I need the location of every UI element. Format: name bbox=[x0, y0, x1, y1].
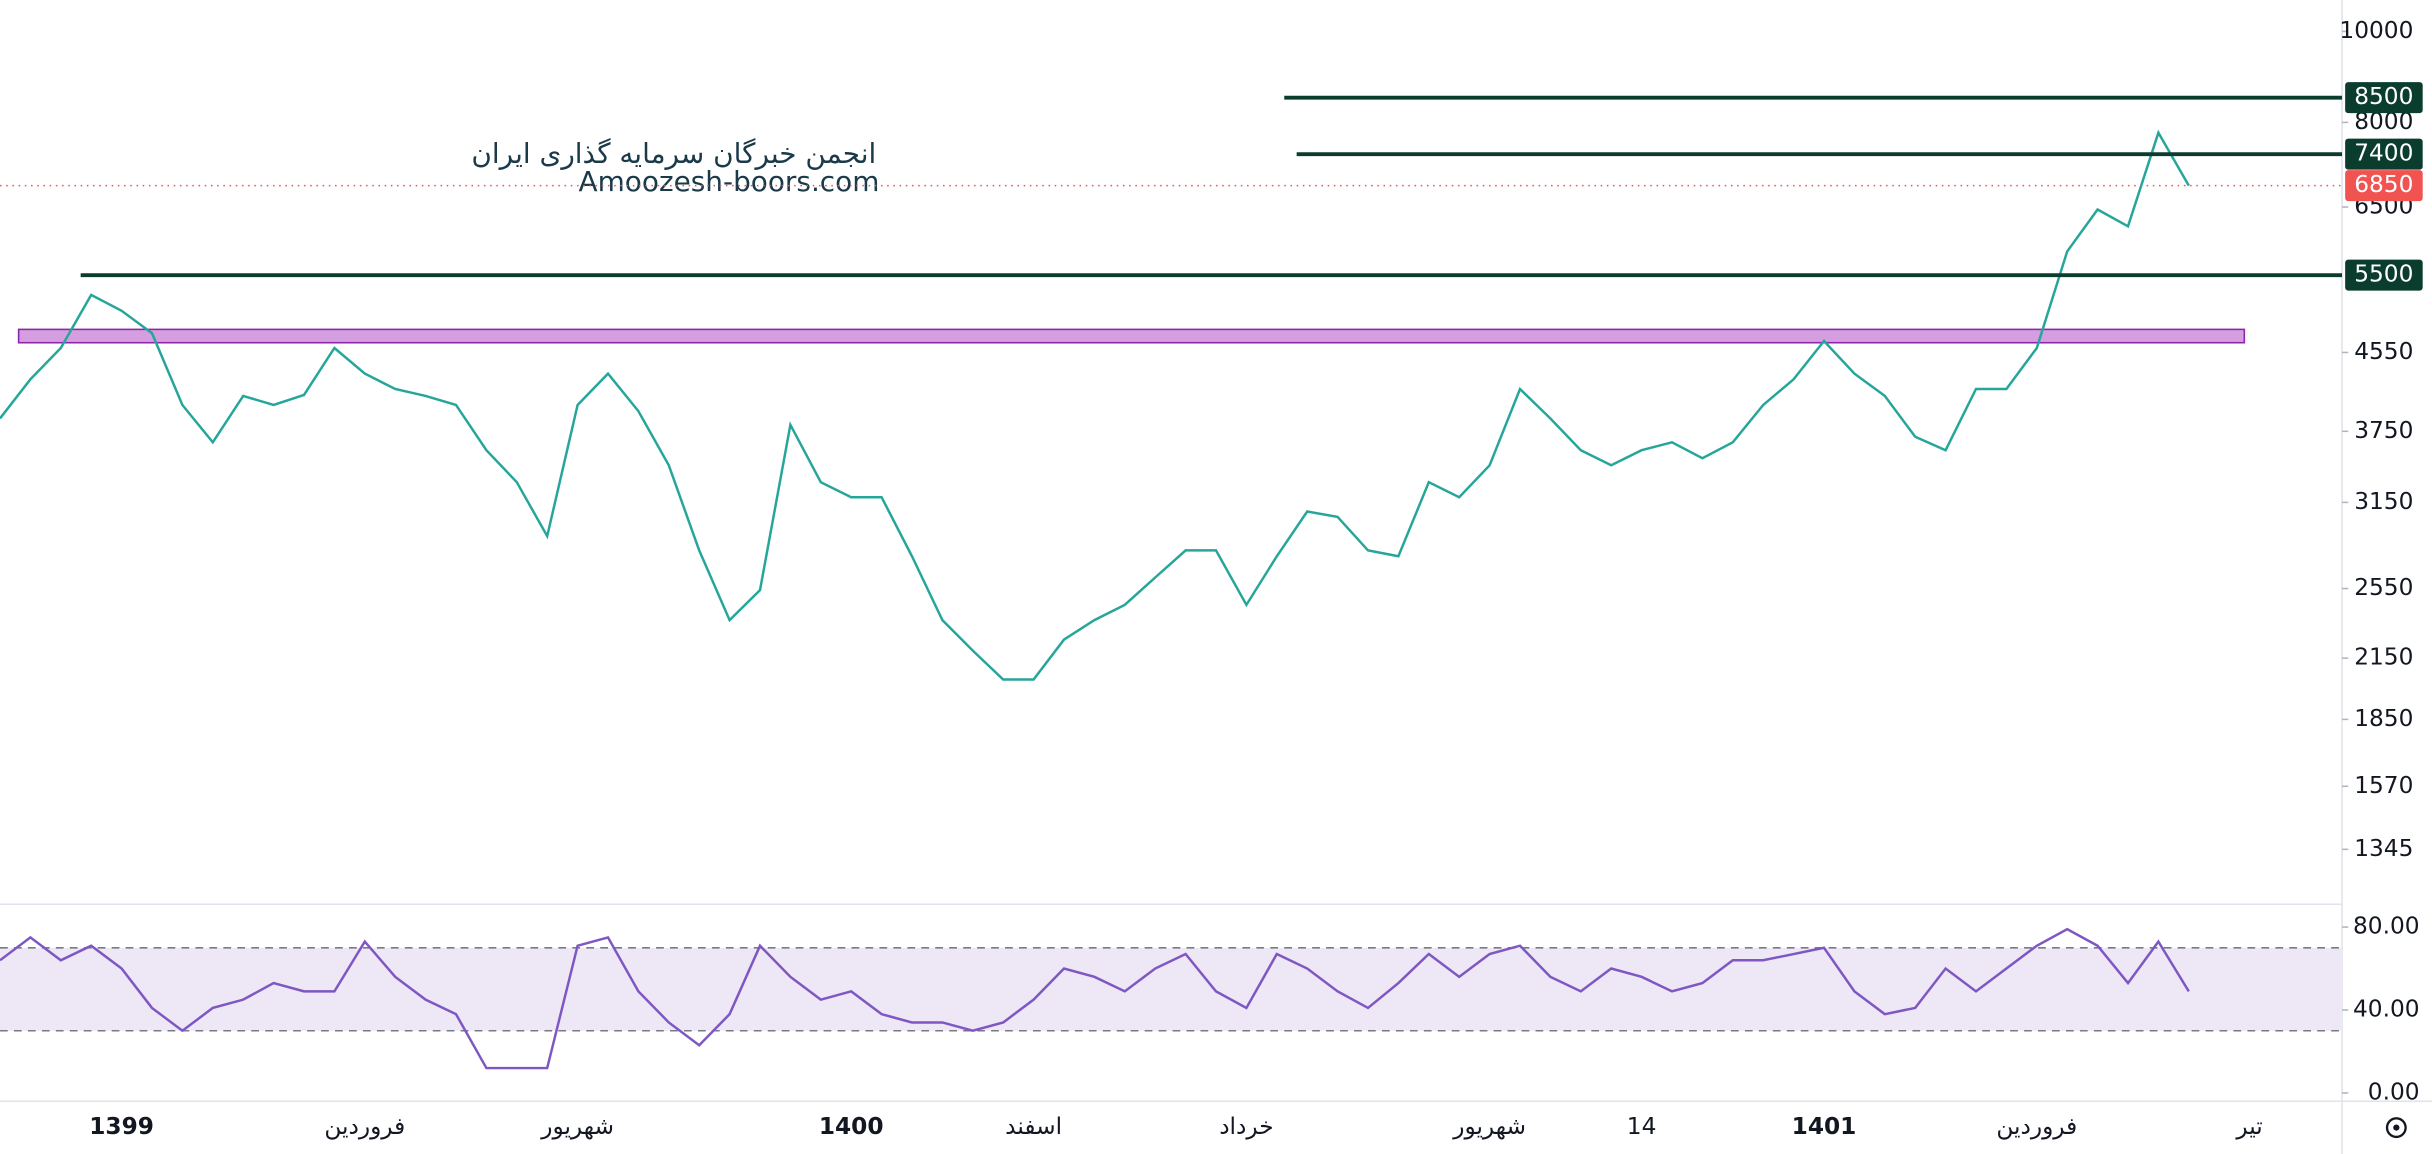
last-price-bg bbox=[2345, 170, 2423, 202]
watermark-text: انجمن خبرگان سرمایه گذاری ایران bbox=[471, 137, 876, 170]
x-tick-label: فروردین bbox=[324, 1113, 405, 1140]
y-tick-label: 2550 bbox=[2354, 574, 2413, 601]
x-tick-label: فروردین bbox=[1996, 1113, 2077, 1140]
x-tick-label: اسفند bbox=[1005, 1113, 1062, 1140]
x-tick-label: شهریور bbox=[540, 1113, 614, 1140]
level-label-bg bbox=[2345, 259, 2423, 291]
x-tick-label: 14 bbox=[1627, 1113, 1657, 1140]
y-tick-label: 0.00 bbox=[2368, 1078, 2420, 1105]
y-tick-label: 2150 bbox=[2354, 644, 2413, 671]
level-label: 5500 bbox=[2354, 261, 2413, 288]
y-tick-label: 1850 bbox=[2354, 705, 2413, 732]
series-line bbox=[0, 129, 2190, 681]
level-label-bg bbox=[2345, 82, 2423, 114]
last-price-label: 6850 bbox=[2354, 171, 2413, 198]
y-tick-label: 1570 bbox=[2354, 772, 2413, 799]
y-tick-label: 1345 bbox=[2354, 835, 2413, 862]
x-tick-label: خرداد bbox=[1219, 1113, 1273, 1140]
y-tick-label: 10000 bbox=[2339, 17, 2413, 44]
level-label: 8500 bbox=[2354, 83, 2413, 110]
x-tick-label: 1399 bbox=[89, 1113, 154, 1140]
level-label-bg bbox=[2345, 138, 2423, 170]
settings-icon[interactable] bbox=[2385, 1117, 2407, 1139]
series-line bbox=[0, 927, 2190, 1070]
y-tick-label: 80.00 bbox=[2353, 913, 2420, 940]
watermark-text: Amoozesh-boors.com bbox=[579, 165, 880, 198]
x-tick-label: 1401 bbox=[1792, 1113, 1857, 1140]
resistance-zone bbox=[17, 328, 2246, 344]
x-tick-label: شهریور bbox=[1452, 1113, 1526, 1140]
y-tick-label: 3750 bbox=[2354, 417, 2413, 444]
level-label: 7400 bbox=[2354, 140, 2413, 167]
x-tick-label: 1400 bbox=[819, 1113, 884, 1140]
y-tick-label: 4550 bbox=[2354, 338, 2413, 365]
y-tick-label: 40.00 bbox=[2353, 996, 2420, 1023]
y-tick-label: 3150 bbox=[2354, 488, 2413, 515]
x-tick-label: تیر bbox=[2235, 1113, 2262, 1140]
